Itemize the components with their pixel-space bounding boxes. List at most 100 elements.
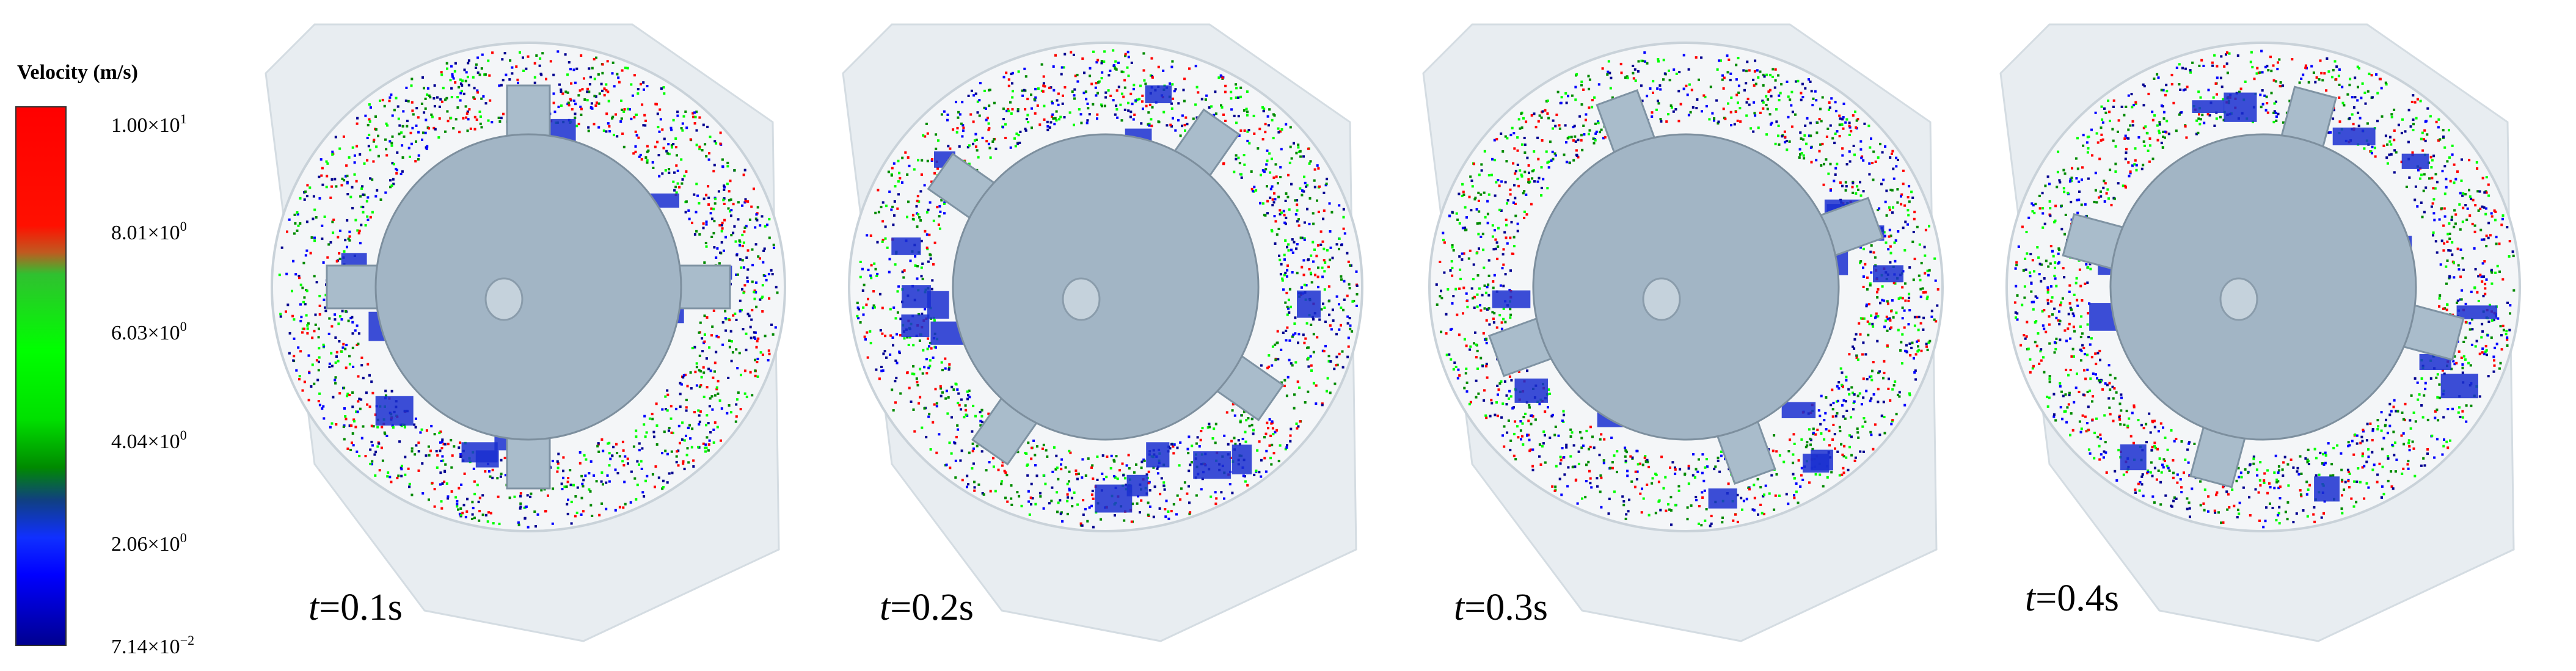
particle (1486, 286, 1489, 289)
particle (1799, 153, 1801, 156)
particle (1201, 427, 1204, 430)
particle (1318, 318, 1321, 321)
particle (1349, 327, 1352, 330)
particle (1609, 466, 1612, 470)
particle (724, 236, 727, 239)
particle (499, 475, 502, 478)
particle (707, 158, 710, 161)
particle (686, 447, 689, 450)
particle (1878, 433, 1881, 437)
particle (767, 359, 770, 361)
particle (622, 449, 625, 452)
particle (1917, 316, 1921, 319)
particle (588, 488, 591, 491)
particle (1859, 333, 1862, 336)
particle (1862, 451, 1865, 453)
particle-cluster (1297, 290, 1321, 318)
particle (1814, 473, 1817, 476)
particle (433, 84, 436, 87)
particle (1480, 357, 1483, 360)
particle (1506, 431, 1509, 434)
particle (357, 343, 360, 346)
particle (1517, 436, 1520, 439)
particle (1122, 70, 1125, 73)
particle (1879, 302, 1881, 305)
particle (342, 343, 345, 346)
particle (1819, 107, 1822, 111)
particle (1670, 106, 1673, 109)
mixer-drum-render (265, 23, 786, 642)
particle (478, 496, 481, 499)
particle (1923, 245, 1926, 248)
particle (1528, 180, 1531, 183)
particle (1274, 430, 1277, 433)
particle (1136, 98, 1139, 101)
particle (1834, 109, 1837, 112)
particle (931, 279, 934, 282)
particle (1701, 471, 1704, 474)
particle (1840, 443, 1843, 446)
shaft-hub (1062, 277, 1101, 321)
particle (1050, 499, 1053, 502)
particle (547, 494, 549, 497)
particle (596, 101, 598, 104)
particle (1798, 156, 1801, 159)
particle (643, 415, 646, 418)
particle (421, 131, 425, 134)
particle (739, 408, 742, 411)
particle (1594, 139, 1597, 142)
particle (1181, 114, 1184, 117)
particle (1773, 86, 1776, 89)
particle (1292, 333, 1295, 336)
particle (408, 482, 411, 485)
particle (627, 462, 629, 465)
particle (974, 145, 977, 148)
particle (1293, 322, 1296, 325)
particle (873, 262, 876, 265)
particle (698, 145, 701, 148)
particle (720, 439, 722, 442)
particle (1188, 435, 1191, 438)
particle (389, 179, 392, 182)
particle (1872, 251, 1875, 254)
particle (582, 485, 585, 488)
particle (707, 422, 710, 424)
particle (1837, 399, 1839, 402)
particle (440, 440, 443, 443)
particle (1599, 131, 1602, 134)
particle (624, 455, 627, 458)
particle (1492, 248, 1495, 251)
particle (1031, 126, 1033, 129)
particle (293, 337, 296, 340)
particle (1127, 74, 1130, 78)
particle (622, 506, 625, 509)
particle (672, 118, 675, 122)
particle (370, 463, 373, 466)
particle (1564, 92, 1567, 95)
particle (1812, 97, 1815, 100)
particle (1828, 106, 1831, 109)
particle (1486, 222, 1489, 225)
particle (1784, 136, 1787, 139)
particle (963, 416, 966, 419)
particle (425, 429, 428, 432)
particle (1798, 148, 1801, 151)
particle (1056, 99, 1059, 102)
particle (956, 424, 959, 427)
particle (1897, 328, 1900, 332)
particle (2324, 462, 2327, 465)
particle (1889, 261, 1892, 264)
particle (880, 366, 883, 368)
particle (299, 319, 302, 322)
particle (408, 485, 411, 488)
rotor-disc (1532, 133, 1840, 441)
particle (1806, 117, 1809, 120)
particle (1896, 188, 1899, 191)
particle (902, 276, 905, 279)
particle (1312, 333, 1315, 336)
particle (1034, 454, 1037, 457)
particle (1465, 368, 1468, 370)
particle (693, 111, 696, 114)
particle (1286, 195, 1290, 198)
particle (874, 306, 876, 309)
